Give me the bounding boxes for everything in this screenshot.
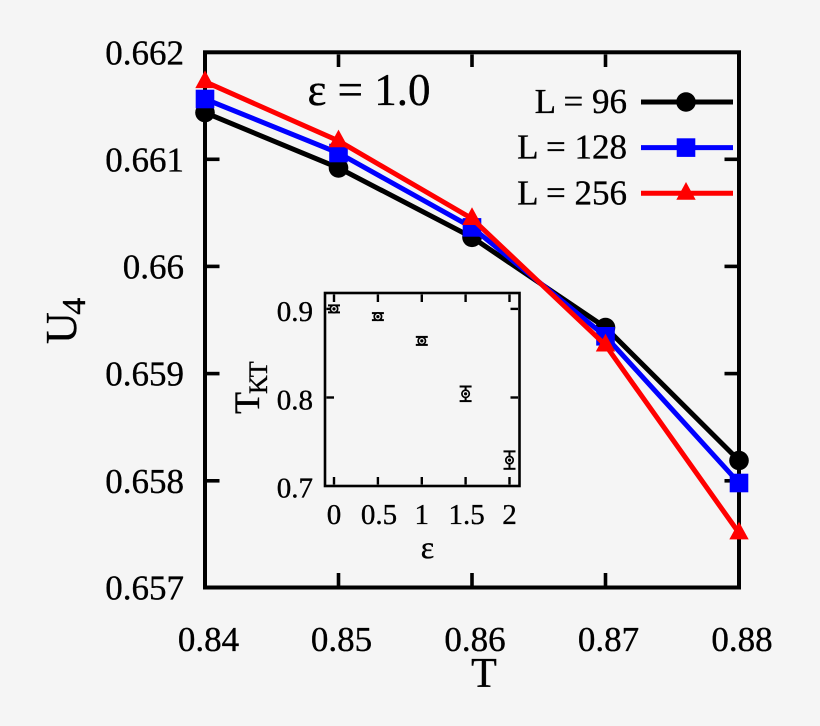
svg-text:0.659: 0.659	[105, 355, 184, 394]
svg-text:0.5: 0.5	[361, 499, 397, 531]
svg-text:0.88: 0.88	[711, 620, 772, 659]
svg-text:0.657: 0.657	[105, 569, 184, 608]
svg-text:0.658: 0.658	[105, 462, 184, 501]
svg-text:ε: ε	[421, 529, 434, 565]
svg-text:0.8: 0.8	[277, 385, 313, 417]
svg-text:0.7: 0.7	[277, 473, 313, 505]
svg-text:0.66: 0.66	[123, 247, 184, 286]
svg-text:0.84: 0.84	[178, 620, 239, 659]
svg-text:ε = 1.0: ε = 1.0	[307, 65, 430, 115]
svg-text:T: T	[471, 651, 497, 697]
svg-text:2: 2	[502, 499, 517, 531]
svg-text:0.662: 0.662	[105, 34, 184, 73]
svg-text:0.85: 0.85	[311, 620, 372, 659]
svg-text:L = 256: L = 256	[517, 173, 627, 212]
svg-text:0.87: 0.87	[578, 620, 639, 659]
svg-text:1: 1	[415, 499, 430, 531]
svg-text:L = 128: L = 128	[517, 128, 627, 167]
svg-text:0.661: 0.661	[105, 140, 184, 179]
svg-text:0: 0	[327, 499, 342, 531]
svg-text:0.86: 0.86	[444, 620, 505, 659]
svg-text:L = 96: L = 96	[535, 82, 627, 121]
svg-text:1.5: 1.5	[448, 499, 484, 531]
svg-text:0.9: 0.9	[277, 296, 313, 328]
